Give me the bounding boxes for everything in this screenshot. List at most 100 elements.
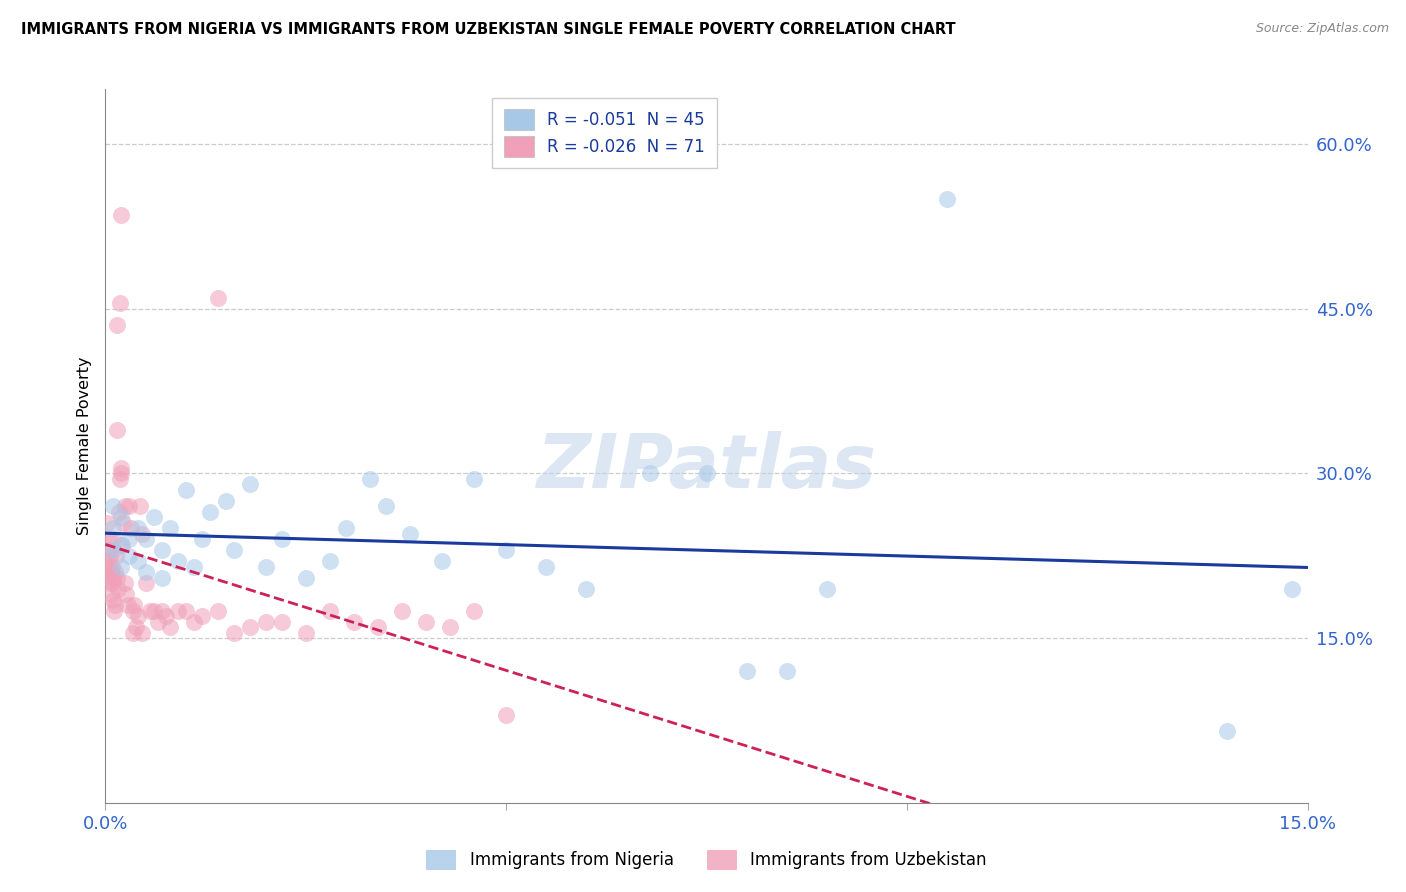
Point <box>103 521 125 535</box>
Point <box>183 559 205 574</box>
Point <box>174 483 197 497</box>
Point <box>98 576 121 591</box>
Point <box>190 533 212 547</box>
Point <box>98 549 121 563</box>
Point <box>399 526 422 541</box>
Point <box>174 604 197 618</box>
Point <box>159 620 181 634</box>
Point <box>696 467 718 481</box>
Point <box>198 505 221 519</box>
Point <box>222 625 245 640</box>
Point <box>183 615 205 629</box>
Point <box>97 559 120 574</box>
Point <box>107 582 129 596</box>
Point <box>98 571 121 585</box>
Point <box>495 543 517 558</box>
Point <box>150 571 173 585</box>
Point <box>118 533 141 547</box>
Point <box>104 598 127 612</box>
Point <box>207 291 229 305</box>
Point <box>391 604 413 618</box>
Point <box>114 500 136 514</box>
Point <box>118 549 141 563</box>
Point <box>110 461 132 475</box>
Point <box>415 615 437 629</box>
Point <box>319 604 342 618</box>
Point <box>105 571 128 585</box>
Point <box>110 510 132 524</box>
Point <box>135 576 157 591</box>
Point <box>190 609 212 624</box>
Point <box>166 604 188 618</box>
Point <box>374 500 398 514</box>
Point <box>295 625 318 640</box>
Point <box>138 604 160 618</box>
Point <box>640 467 662 481</box>
Point <box>115 587 138 601</box>
Point <box>239 477 262 491</box>
Point <box>98 533 121 547</box>
Point <box>150 543 173 558</box>
Point <box>118 500 141 514</box>
Point <box>146 615 169 629</box>
Point <box>127 554 149 568</box>
Point <box>430 554 453 568</box>
Point <box>110 467 132 481</box>
Point <box>150 604 173 618</box>
Point <box>776 664 799 678</box>
Point <box>104 549 127 563</box>
Text: Source: ZipAtlas.com: Source: ZipAtlas.com <box>1256 22 1389 36</box>
Point <box>142 604 165 618</box>
Point <box>207 604 229 618</box>
Legend: Immigrants from Nigeria, Immigrants from Uzbekistan: Immigrants from Nigeria, Immigrants from… <box>419 843 994 877</box>
Point <box>121 604 143 618</box>
Point <box>100 566 122 580</box>
Point <box>107 423 129 437</box>
Point <box>110 538 132 552</box>
Point <box>222 543 245 558</box>
Point <box>142 510 165 524</box>
Point <box>575 582 598 596</box>
Point <box>101 576 124 591</box>
Point <box>815 582 838 596</box>
Point <box>127 521 149 535</box>
Text: ZIPatlas: ZIPatlas <box>537 431 876 504</box>
Point <box>359 472 381 486</box>
Point <box>131 625 153 640</box>
Text: IMMIGRANTS FROM NIGERIA VS IMMIGRANTS FROM UZBEKISTAN SINGLE FEMALE POVERTY CORR: IMMIGRANTS FROM NIGERIA VS IMMIGRANTS FR… <box>21 22 956 37</box>
Point <box>367 620 389 634</box>
Point <box>534 559 557 574</box>
Point <box>103 592 125 607</box>
Point <box>103 500 125 514</box>
Point <box>159 521 181 535</box>
Point <box>108 472 131 486</box>
Point <box>319 554 342 568</box>
Point <box>111 538 134 552</box>
Point <box>155 609 177 624</box>
Point <box>239 620 262 634</box>
Point <box>101 559 124 574</box>
Point <box>1281 582 1303 596</box>
Point <box>101 533 124 547</box>
Point <box>97 543 120 558</box>
Point <box>270 533 292 547</box>
Point <box>495 708 517 723</box>
Point <box>343 615 366 629</box>
Point <box>108 505 131 519</box>
Point <box>107 318 129 333</box>
Point <box>135 566 157 580</box>
Point <box>463 604 485 618</box>
Point <box>254 615 277 629</box>
Point <box>114 576 136 591</box>
Point <box>735 664 758 678</box>
Point <box>96 516 118 530</box>
Point <box>936 192 959 206</box>
Point <box>127 609 149 624</box>
Point <box>254 559 277 574</box>
Point <box>112 516 135 530</box>
Point <box>439 620 461 634</box>
Point <box>131 526 153 541</box>
Point <box>124 598 146 612</box>
Point <box>104 566 127 580</box>
Point <box>125 620 148 634</box>
